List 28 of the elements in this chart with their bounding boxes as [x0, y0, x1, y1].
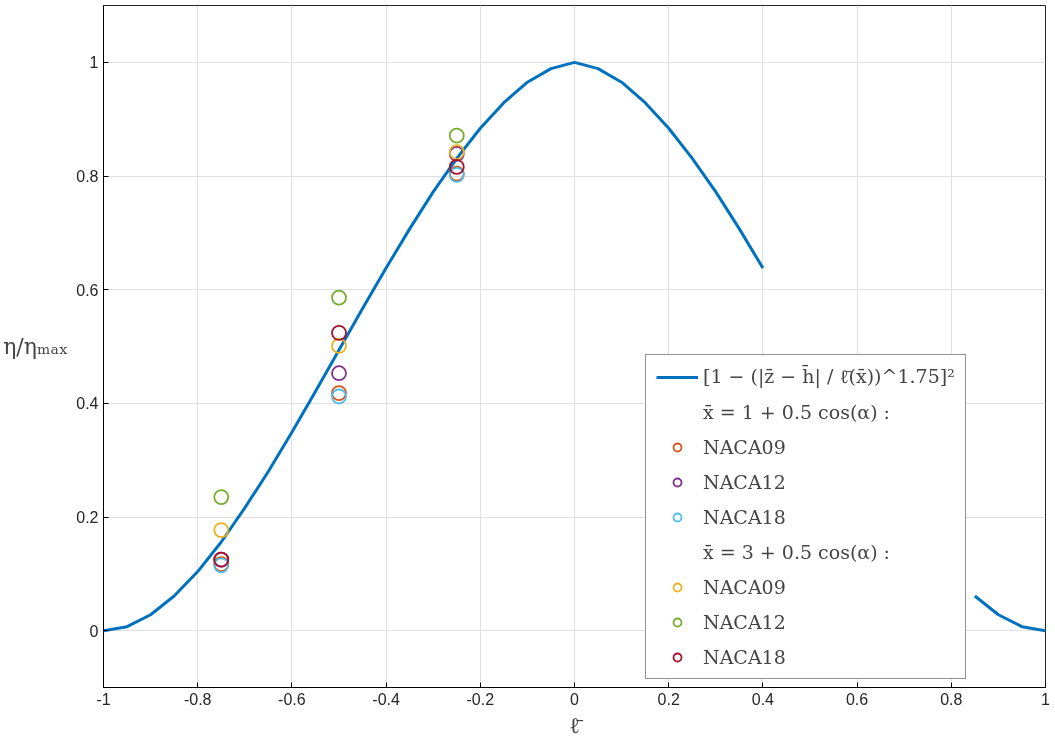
text: x̄ = 1 + 0.5 cos(α) :: [703, 401, 890, 423]
legend-label: NACA12: [703, 471, 786, 493]
y-tick-label: 0: [89, 622, 99, 640]
legend-label: NACA18: [703, 646, 786, 668]
y-tick-label: 0.8: [76, 168, 99, 185]
legend-label: [1 − (|z̄ − h̄| / ℓ̄(x̄))^1.75]²: [703, 365, 955, 388]
x-tick-label: 0.8: [940, 690, 963, 708]
x-tick-label: 0: [570, 690, 580, 708]
x-tick-label: -0.8: [183, 690, 212, 708]
legend-label: NACA18: [703, 506, 786, 528]
legend-label: NACA12: [703, 611, 786, 633]
x-tick-label: 0.4: [751, 690, 775, 708]
x-tick-label: 0.6: [845, 690, 869, 708]
x-axis-title: ℓ̄: [569, 712, 584, 738]
text: x̄ = 3 + 0.5 cos(α) :: [703, 541, 890, 563]
x-tick-label: -0.4: [372, 690, 400, 708]
x-tick-label: -0.2: [466, 690, 495, 708]
x-tick-label: 0.2: [657, 690, 680, 708]
x-tick-label: -0.6: [278, 690, 306, 708]
x-tick-label: 1: [1041, 690, 1051, 708]
y-tick-label: 1: [89, 54, 99, 72]
y-tick-label: 0.6: [76, 281, 99, 299]
y-tick-label: 0.4: [76, 395, 99, 413]
y-axis-title: η/ηₘₐₓ: [3, 334, 69, 359]
legend-label: NACA09: [703, 576, 786, 598]
y-tick-label: 0.2: [76, 509, 99, 526]
x-tick-label: -1: [96, 690, 111, 708]
legend-label: NACA09: [703, 436, 786, 458]
